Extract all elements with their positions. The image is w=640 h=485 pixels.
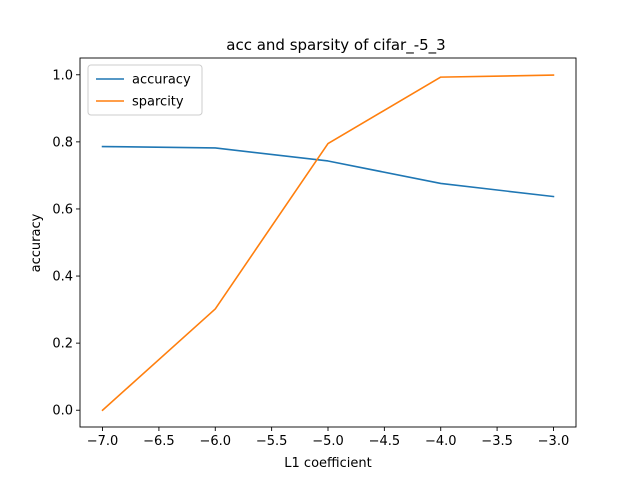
y-tick-label: 0.8 (52, 135, 73, 150)
y-tick-label: 0.0 (52, 404, 73, 419)
chart-title: acc and sparsity of cifar_-5_3 (226, 36, 445, 55)
x-tick-label: −7.0 (87, 434, 119, 449)
y-tick-label: 1.0 (52, 68, 73, 83)
legend-label-accuracy: accuracy (132, 73, 191, 88)
x-tick-label: −5.5 (256, 434, 288, 449)
y-tick-label: 0.6 (52, 202, 73, 217)
series-line-sparcity (101, 74, 555, 412)
y-tick-label: 0.2 (52, 337, 73, 352)
x-tick-label: −3.0 (538, 434, 570, 449)
x-tick-label: −6.5 (143, 434, 175, 449)
legend-label-sparcity: sparcity (132, 95, 184, 110)
x-tick-label: −5.0 (312, 434, 344, 449)
x-tick-label: −3.5 (481, 434, 513, 449)
y-tick-label: 0.4 (52, 270, 73, 285)
series-line-accuracy (101, 145, 555, 198)
x-axis-label: L1 coefficient (284, 456, 371, 471)
plot-area: −7.0 −6.5 −6.0 −5.5 −5.0 −4.5 −4.0 −3.5 −3.0 0.0 0… (52, 57, 577, 449)
x-tick-label: −4.5 (369, 434, 401, 449)
legend-box (87, 64, 203, 116)
y-axis-label: accuracy (29, 213, 44, 272)
x-tick-label: −6.0 (199, 434, 231, 449)
x-tick-label: −4.0 (425, 434, 457, 449)
